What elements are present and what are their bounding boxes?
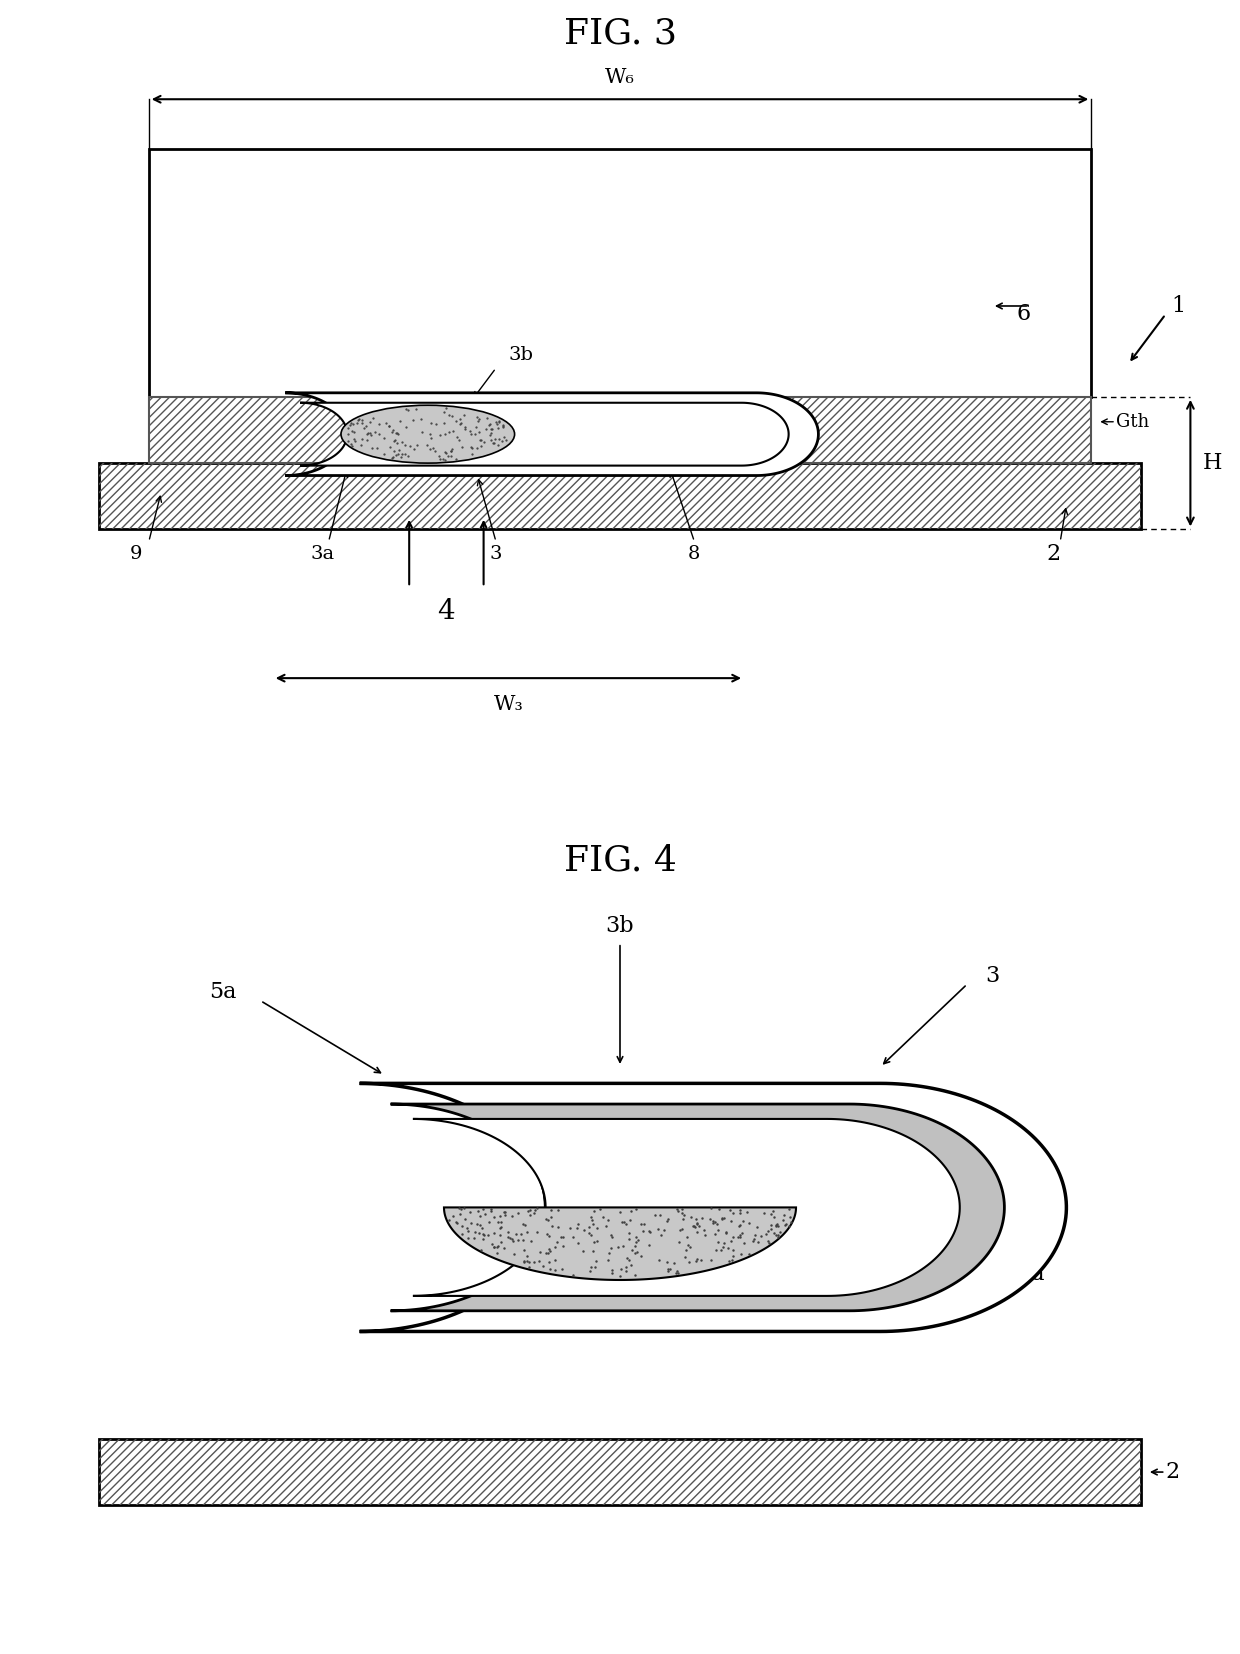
- Polygon shape: [391, 1105, 1004, 1310]
- Bar: [99, 463, 1141, 529]
- Text: 4: 4: [438, 599, 455, 625]
- Text: 3b: 3b: [508, 346, 533, 364]
- Bar: [149, 397, 1091, 463]
- Text: 3a: 3a: [1017, 1262, 1044, 1285]
- Text: 2: 2: [1047, 543, 1061, 566]
- Polygon shape: [444, 1207, 796, 1280]
- Polygon shape: [360, 1083, 1066, 1331]
- Text: 5a: 5a: [210, 981, 237, 1004]
- Text: 8: 8: [688, 546, 701, 562]
- Text: 1: 1: [1171, 294, 1185, 318]
- Text: 3a: 3a: [310, 546, 335, 562]
- Bar: [149, 397, 1091, 463]
- Text: 6: 6: [1017, 303, 1030, 326]
- Bar: [99, 463, 1141, 529]
- Text: H: H: [1203, 452, 1223, 475]
- Polygon shape: [413, 1120, 960, 1297]
- Text: 2: 2: [1166, 1460, 1179, 1484]
- Text: FIG. 4: FIG. 4: [563, 844, 677, 877]
- Polygon shape: [285, 394, 818, 476]
- Text: 3b: 3b: [605, 915, 635, 938]
- Text: Gth: Gth: [1116, 414, 1149, 430]
- Text: 3: 3: [490, 546, 502, 562]
- Text: W₆: W₆: [605, 68, 635, 88]
- Text: 9: 9: [130, 546, 143, 562]
- Bar: [99, 1439, 1141, 1505]
- Text: 3: 3: [985, 964, 999, 987]
- Polygon shape: [300, 404, 789, 466]
- Bar: [149, 149, 1091, 397]
- Text: W₃: W₃: [494, 695, 523, 713]
- Text: FIG. 3: FIG. 3: [563, 17, 677, 50]
- Bar: [99, 1439, 1141, 1505]
- Ellipse shape: [341, 405, 515, 463]
